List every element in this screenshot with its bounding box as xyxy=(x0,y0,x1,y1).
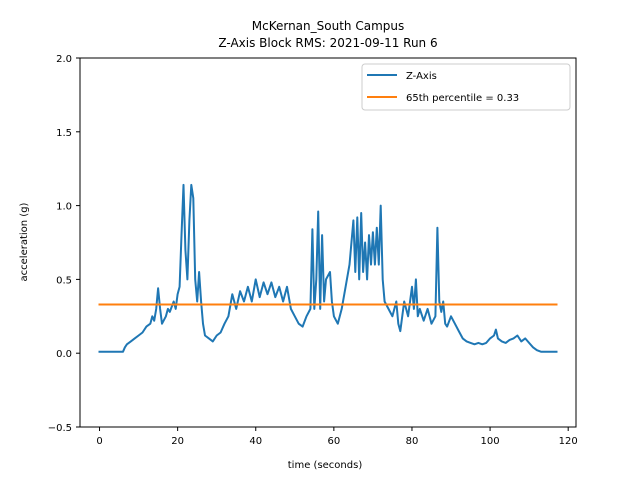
legend: Z-Axis 65th percentile = 0.33 xyxy=(361,63,571,111)
x-tick-label: 100 xyxy=(481,436,500,447)
chart-title-line2: Z-Axis Block RMS: 2021-09-11 Run 6 xyxy=(218,36,437,50)
y-tick-label: −0.5 xyxy=(48,423,72,434)
x-tick-label: 20 xyxy=(171,436,184,447)
x-tick-label: 80 xyxy=(406,436,419,447)
y-tick-label: 0.5 xyxy=(56,275,72,286)
y-tick-label: 0.0 xyxy=(56,349,72,360)
x-tick-label: 0 xyxy=(96,436,102,447)
series-line-z-axis xyxy=(98,183,558,353)
legend-label-z-axis: Z-Axis xyxy=(406,71,437,82)
legend-frame xyxy=(361,63,571,111)
y-tick-label: 1.5 xyxy=(56,128,72,139)
axes: 0 20 40 60 80 100 120 −0.5 0.0 0.5 1.0 1.5 2.0 xyxy=(48,54,578,447)
axes-frame xyxy=(79,57,577,428)
x-axis-label: time (seconds) xyxy=(288,460,363,471)
x-tick-label: 60 xyxy=(327,436,340,447)
y-tick-label: 1.0 xyxy=(56,202,72,213)
x-tick-label: 40 xyxy=(249,436,262,447)
legend-label-percentile: 65th percentile = 0.33 xyxy=(406,93,519,104)
chart-title-line1: McKernan_South Campus xyxy=(252,19,404,33)
y-tick-label: 2.0 xyxy=(56,54,72,65)
x-tick-label: 120 xyxy=(559,436,578,447)
plot-area xyxy=(98,183,558,353)
y-axis-label: acceleration (g) xyxy=(19,202,30,281)
